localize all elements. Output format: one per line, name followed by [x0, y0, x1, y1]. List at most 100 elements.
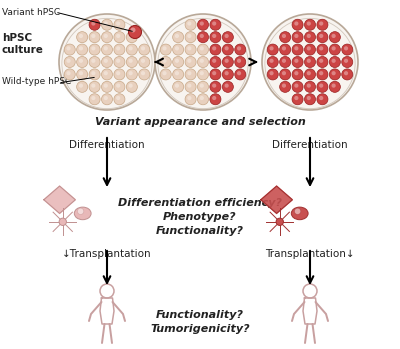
Circle shape: [187, 83, 192, 88]
Circle shape: [162, 59, 167, 63]
Circle shape: [319, 96, 323, 100]
Circle shape: [175, 59, 179, 63]
Circle shape: [102, 19, 112, 30]
Circle shape: [126, 81, 137, 92]
Circle shape: [104, 46, 108, 51]
Circle shape: [329, 44, 340, 55]
Circle shape: [282, 83, 286, 88]
Circle shape: [89, 32, 100, 43]
Circle shape: [332, 59, 336, 63]
Ellipse shape: [59, 14, 155, 110]
Circle shape: [307, 34, 311, 38]
Circle shape: [64, 44, 75, 55]
Circle shape: [126, 32, 137, 43]
Circle shape: [280, 81, 291, 92]
Circle shape: [200, 96, 204, 100]
Circle shape: [267, 69, 278, 80]
Circle shape: [160, 44, 171, 55]
Circle shape: [267, 57, 278, 67]
Circle shape: [187, 34, 192, 38]
Circle shape: [77, 69, 88, 80]
Text: Transplantation↓: Transplantation↓: [265, 249, 355, 259]
Circle shape: [162, 71, 167, 75]
Text: Variant hPSC: Variant hPSC: [2, 8, 60, 17]
Circle shape: [270, 71, 274, 75]
Circle shape: [102, 57, 112, 67]
Circle shape: [116, 59, 120, 63]
Circle shape: [270, 46, 274, 51]
Circle shape: [317, 19, 328, 30]
Circle shape: [294, 34, 298, 38]
Circle shape: [104, 83, 108, 88]
Circle shape: [304, 44, 316, 55]
Circle shape: [89, 19, 100, 30]
Circle shape: [89, 94, 100, 105]
Circle shape: [198, 44, 208, 55]
Text: Differentiation: Differentiation: [272, 140, 348, 150]
Circle shape: [344, 71, 348, 75]
Circle shape: [185, 32, 196, 43]
Circle shape: [198, 81, 208, 92]
Circle shape: [187, 59, 192, 63]
Circle shape: [292, 32, 303, 43]
Circle shape: [116, 83, 120, 88]
Circle shape: [319, 46, 323, 51]
Circle shape: [175, 83, 179, 88]
Circle shape: [319, 59, 323, 63]
Circle shape: [294, 21, 298, 25]
Circle shape: [294, 59, 298, 63]
Circle shape: [185, 19, 196, 30]
Circle shape: [307, 71, 311, 75]
Circle shape: [292, 57, 303, 67]
Circle shape: [141, 71, 145, 75]
Circle shape: [319, 34, 323, 38]
Circle shape: [128, 71, 133, 75]
Circle shape: [319, 83, 323, 88]
Circle shape: [237, 46, 241, 51]
Circle shape: [100, 284, 114, 298]
Circle shape: [329, 81, 340, 92]
Circle shape: [198, 19, 208, 30]
Circle shape: [292, 94, 303, 105]
Circle shape: [237, 59, 241, 63]
Circle shape: [141, 46, 145, 51]
Circle shape: [282, 59, 286, 63]
Circle shape: [126, 57, 137, 67]
Circle shape: [79, 46, 83, 51]
Circle shape: [128, 59, 133, 63]
Circle shape: [173, 44, 184, 55]
Circle shape: [304, 94, 316, 105]
Circle shape: [91, 71, 96, 75]
Circle shape: [104, 59, 108, 63]
Text: ↓Transplantation: ↓Transplantation: [62, 249, 152, 259]
Circle shape: [114, 69, 125, 80]
Circle shape: [173, 69, 184, 80]
Circle shape: [342, 69, 353, 80]
Circle shape: [307, 59, 311, 63]
Circle shape: [114, 32, 125, 43]
Circle shape: [139, 44, 150, 55]
Circle shape: [79, 83, 83, 88]
Circle shape: [224, 59, 229, 63]
Circle shape: [304, 81, 316, 92]
Circle shape: [210, 32, 221, 43]
Circle shape: [332, 83, 336, 88]
Circle shape: [344, 46, 348, 51]
Circle shape: [317, 69, 328, 80]
Circle shape: [126, 44, 137, 55]
Circle shape: [173, 32, 184, 43]
Circle shape: [79, 71, 83, 75]
Circle shape: [114, 19, 125, 30]
Circle shape: [160, 57, 171, 67]
Circle shape: [198, 94, 208, 105]
Circle shape: [66, 46, 71, 51]
Circle shape: [114, 81, 125, 92]
Polygon shape: [261, 186, 292, 213]
Circle shape: [200, 34, 204, 38]
Circle shape: [224, 83, 229, 88]
Circle shape: [198, 69, 208, 80]
Circle shape: [200, 21, 204, 25]
Ellipse shape: [291, 207, 308, 220]
Circle shape: [222, 69, 233, 80]
Circle shape: [116, 34, 120, 38]
